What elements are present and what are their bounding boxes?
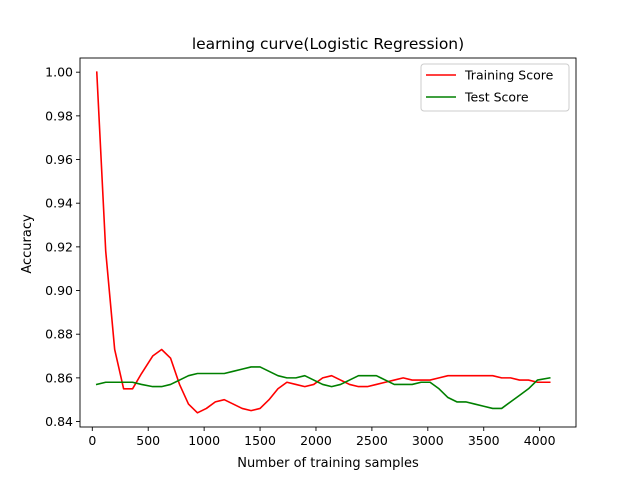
- y-tick-label: 0.94: [45, 196, 73, 211]
- legend-box: [420, 63, 570, 112]
- y-tick-label: 0.84: [45, 414, 73, 429]
- y-tick-label: 0.98: [45, 108, 73, 123]
- x-tick-label: 4000: [524, 433, 556, 448]
- x-tick-label: 3500: [468, 433, 500, 448]
- plot-area: [95, 71, 551, 414]
- series-line-test-score: [95, 366, 551, 410]
- x-tick-label: 2500: [356, 433, 388, 448]
- legend: Training Score Test Score: [420, 63, 570, 112]
- series-line-training-score: [95, 71, 551, 414]
- chart-title: learning curve(Logistic Regression): [192, 35, 464, 53]
- legend-label-training-score: Training Score: [464, 68, 554, 83]
- x-axis-label: Number of training samples: [237, 456, 419, 471]
- x-tick-label: 3000: [412, 433, 444, 448]
- axes-frame: [79, 57, 577, 428]
- x-tick-label: 1500: [244, 433, 276, 448]
- y-tick-label: 0.90: [45, 283, 73, 298]
- y-tick-label: 1.00: [45, 65, 73, 80]
- x-tick-label: 500: [136, 433, 160, 448]
- y-tick-label: 0.96: [45, 152, 73, 167]
- y-tick-label: 0.92: [45, 239, 73, 254]
- x-tick-label: 1000: [188, 433, 220, 448]
- axes: 0 500 1000 1500 2000 2500 3000 3500 4000 0.84 0.86…: [45, 57, 577, 448]
- legend-label-test-score: Test Score: [464, 90, 529, 105]
- y-tick-label: 0.86: [45, 370, 73, 385]
- y-tick-label: 0.88: [45, 327, 73, 342]
- x-tick-label: 2000: [300, 433, 332, 448]
- x-tick-label: 0: [88, 433, 96, 448]
- y-axis-label: Accuracy: [20, 214, 35, 274]
